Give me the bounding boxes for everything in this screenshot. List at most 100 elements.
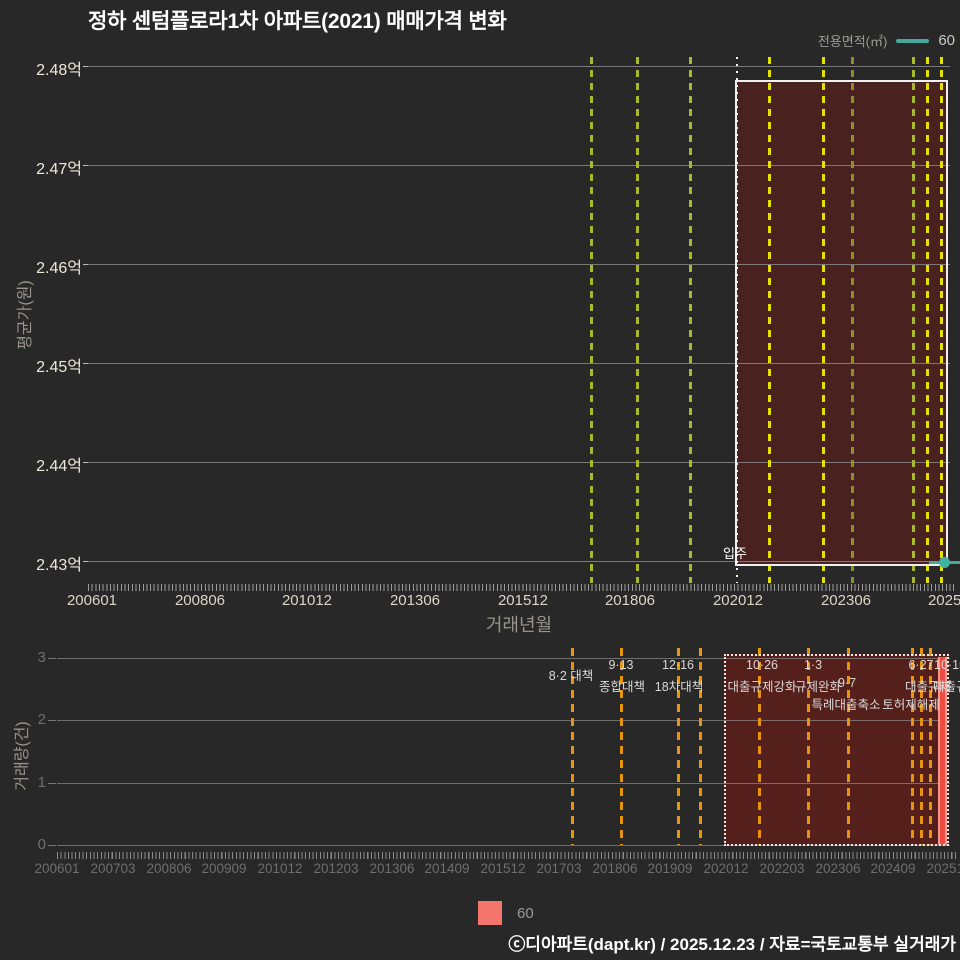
policy-date-line — [758, 648, 761, 845]
policy-date-line — [677, 648, 680, 845]
policy-date-line — [847, 648, 850, 845]
volume-x-tick-label: 201203 — [313, 861, 359, 876]
price-y-tick-label: 2.44억 — [36, 458, 82, 475]
policy-date-line — [620, 648, 623, 845]
price-y-tick — [83, 66, 88, 67]
policy-annotation: 9·7 — [837, 676, 857, 690]
price-x-tick-label: 202512 — [927, 592, 960, 609]
policy-annotation: 대출규제 — [904, 680, 952, 694]
price-y-tick — [83, 561, 88, 562]
policy-date-line — [571, 648, 574, 845]
policy-date-line — [699, 648, 702, 845]
policy-annotation: 6·27 — [908, 658, 934, 672]
policy-date-line — [636, 57, 639, 583]
price-gridline — [88, 66, 950, 67]
page-title: 정하 센텀플로라1차 아파트(2021) 매매가격 변화 — [88, 10, 507, 33]
policy-date-line — [926, 57, 929, 583]
volume-y-tick — [48, 658, 56, 659]
policy-annotation: 특례대출축소 — [811, 698, 881, 712]
price-y-tick-label: 2.48억 — [36, 62, 82, 79]
price-y-tick-label: 2.47억 — [36, 161, 82, 178]
price-y-tick — [83, 363, 88, 364]
policy-annotation: 대출규제강화 — [727, 680, 797, 694]
price-gridline — [88, 264, 950, 265]
legend-line-icon — [896, 38, 930, 43]
price-gridline — [88, 462, 950, 463]
price-y-tick-label: 2.45억 — [36, 359, 82, 376]
policy-date-line — [807, 648, 810, 845]
policy-date-line — [851, 57, 854, 583]
volume-x-tick-label: 201409 — [424, 861, 470, 876]
volume-y-tick-label: 3 — [37, 649, 46, 666]
policy-annotation: 10·26 — [746, 658, 778, 672]
policy-annotation: 토허제해제 — [882, 698, 940, 712]
price-x-tick-label: 200806 — [174, 592, 226, 609]
policy-annotation: 10·15 — [934, 658, 960, 672]
policy-date-line — [912, 57, 915, 583]
volume-x-tick-label: 202306 — [815, 861, 861, 876]
policy-date-line — [940, 57, 943, 583]
volume-y-tick — [48, 845, 56, 846]
policy-date-line — [768, 57, 771, 583]
volume-x-tick-label: 200601 — [34, 861, 80, 876]
footer-credit: ⓒ디아파트(dapt.kr) / 2025.12.23 / 자료=국토교통부 실… — [508, 935, 956, 954]
price-x-tick-label: 201806 — [604, 592, 656, 609]
volume-y-tick-label: 0 — [37, 836, 46, 853]
volume-y-axis-title: 거래량(건) — [14, 721, 31, 791]
policy-date-line — [689, 57, 692, 583]
price-y-tick-label: 2.46억 — [36, 260, 82, 277]
volume-x-tick-label: 202012 — [703, 861, 749, 876]
move-in-line — [736, 57, 738, 583]
volume-gridline — [57, 658, 950, 659]
price-x-tick-label: 201012 — [281, 592, 333, 609]
policy-date-line — [920, 648, 923, 845]
volume-y-tick — [48, 783, 56, 784]
top-legend: 전용면적(㎡) 60 — [818, 31, 955, 50]
policy-annotation: 대출규제 — [932, 680, 960, 694]
price-y-axis-title: 평균가(원) — [17, 280, 34, 350]
bottom-legend-label: 60 — [517, 904, 534, 922]
volume-x-tick-label: 201012 — [257, 861, 303, 876]
volume-x-tick-label: 200703 — [90, 861, 136, 876]
price-y-tick — [83, 165, 88, 166]
volume-series-swatch-icon — [478, 901, 502, 925]
volume-gridline — [57, 783, 950, 784]
policy-annotation: 8·2 대책 — [548, 669, 594, 683]
policy-annotation: 9·13 — [608, 658, 634, 672]
move-in-label: 입주 — [723, 546, 747, 561]
volume-x-tick-label: 200909 — [201, 861, 247, 876]
price-highlight-border — [735, 80, 948, 566]
volume-y-tick — [48, 720, 56, 721]
bottom-legend: 60 — [478, 901, 534, 925]
price-x-tick-label: 200601 — [66, 592, 118, 609]
policy-annotation: 종합대책 — [598, 680, 646, 694]
policy-annotation: 12·16 — [662, 658, 694, 672]
price-x-axis-title: 거래년월 — [485, 615, 553, 635]
price-y-tick — [83, 462, 88, 463]
policy-date-line — [911, 648, 914, 845]
price-x-tick-label: 201512 — [497, 592, 549, 609]
policy-annotation: 규제완화 — [794, 680, 842, 694]
volume-x-tick-label: 200806 — [146, 861, 192, 876]
price-x-tick-label: 202306 — [820, 592, 872, 609]
volume-gridline — [57, 845, 950, 846]
volume-x-tick-label: 202203 — [759, 861, 805, 876]
volume-x-tick-label: 201306 — [369, 861, 415, 876]
price-y-tick-label: 2.43억 — [36, 557, 82, 574]
top-legend-label: 전용면적(㎡) — [817, 34, 888, 49]
price-gridline — [88, 561, 950, 562]
volume-highlight-border — [724, 654, 949, 846]
volume-y-tick-label: 2 — [37, 711, 46, 728]
volume-x-tick-label: 201703 — [536, 861, 582, 876]
policy-date-line — [929, 648, 932, 845]
price-gridline — [88, 165, 950, 166]
volume-current-bar — [938, 657, 947, 845]
volume-x-tick-strip — [57, 852, 956, 859]
volume-x-tick-label: 201806 — [592, 861, 638, 876]
price-gridline — [88, 363, 950, 364]
volume-x-tick-label: 202512 — [926, 861, 960, 876]
volume-x-tick-label: 201909 — [647, 861, 693, 876]
policy-annotation: 1·3 — [803, 658, 823, 672]
volume-x-tick-label: 202409 — [870, 861, 916, 876]
